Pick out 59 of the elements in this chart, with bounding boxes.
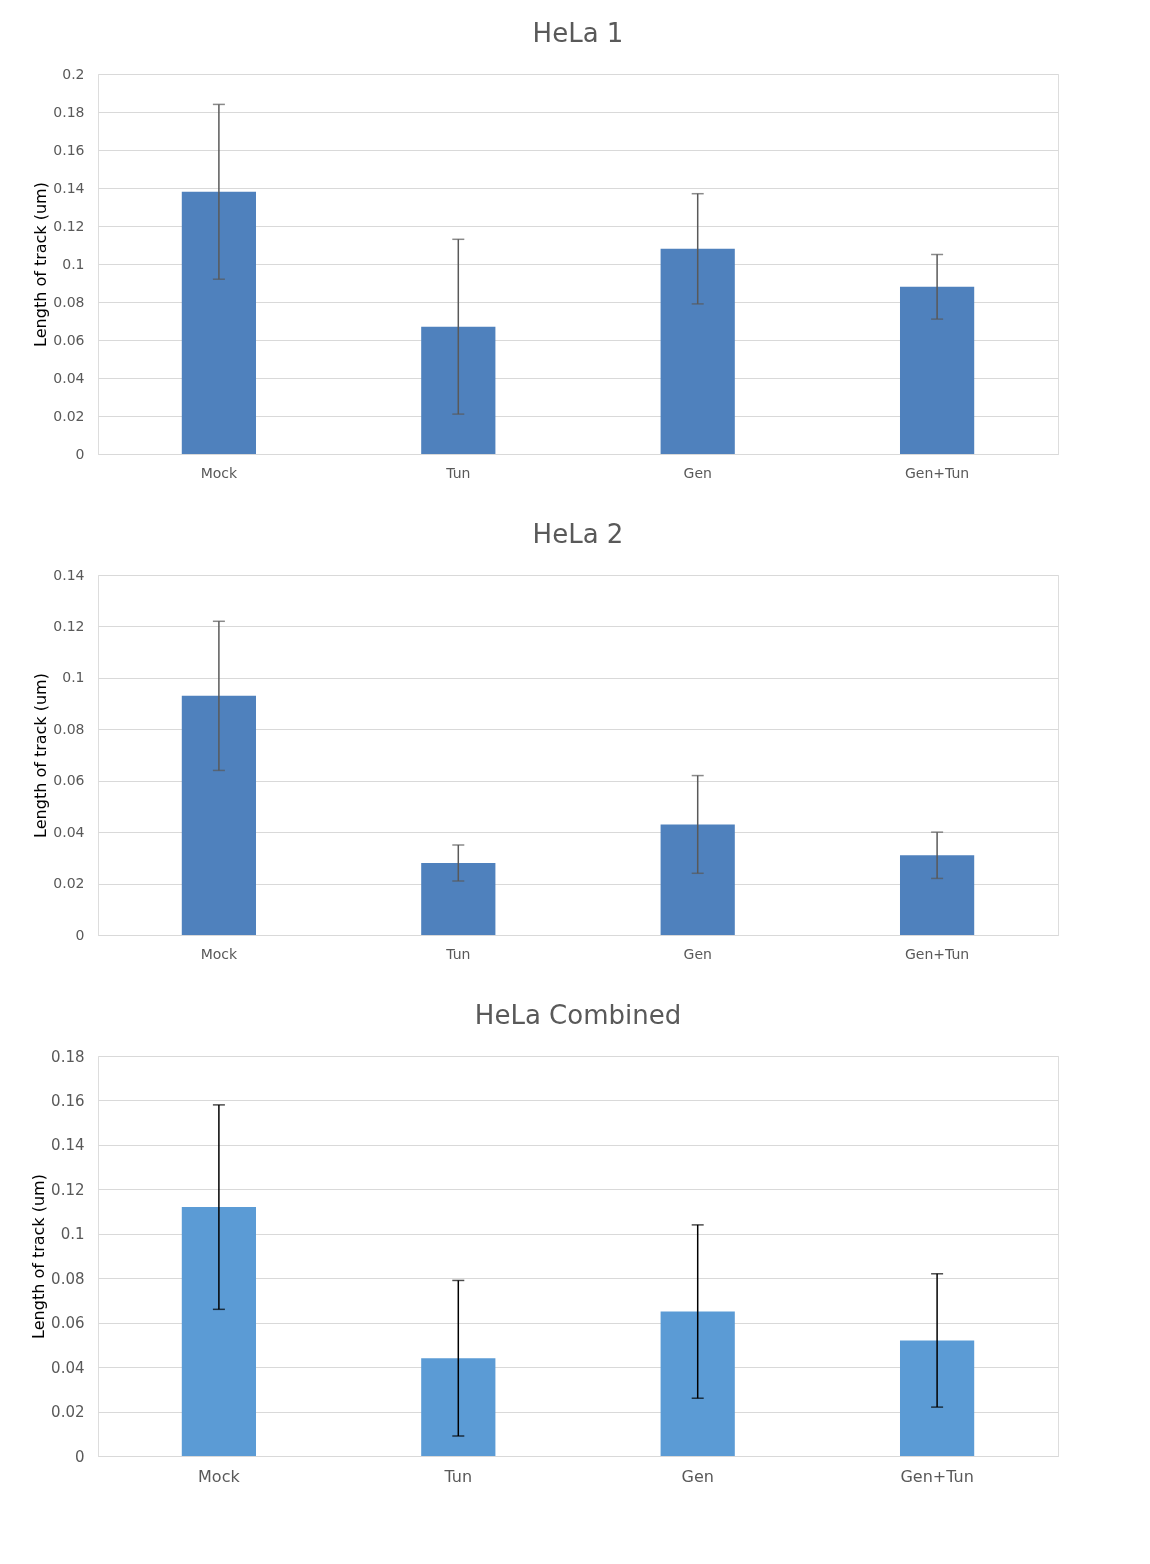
y-tick-label: 0 bbox=[75, 445, 85, 462]
y-tick-label: 0.12 bbox=[51, 1180, 85, 1199]
x-tick-label: Gen bbox=[681, 1466, 714, 1486]
y-tick-label: 0.16 bbox=[53, 141, 85, 158]
x-tick-label: Gen+Tun bbox=[904, 945, 970, 962]
bar bbox=[421, 863, 496, 935]
y-tick-label: 0.06 bbox=[51, 1314, 85, 1333]
bar bbox=[660, 1311, 735, 1456]
y-tick-label: 0.14 bbox=[53, 179, 85, 196]
y-tick-label: 0.08 bbox=[53, 720, 85, 737]
x-tick-label: Mock bbox=[198, 1466, 241, 1486]
y-tick-label: 0 bbox=[74, 1447, 85, 1466]
y-tick-label: 0.02 bbox=[53, 407, 85, 424]
y-tick-label: 0.04 bbox=[51, 1358, 85, 1377]
y-tick-label: 0.02 bbox=[53, 875, 85, 892]
x-tick-label: Tun bbox=[443, 1466, 473, 1486]
y-tick-label: 0.1 bbox=[62, 669, 85, 686]
y-tick-label: 0.12 bbox=[53, 617, 85, 634]
y-tick-label: 0.2 bbox=[62, 65, 85, 82]
y-tick-label: 0.1 bbox=[62, 255, 85, 272]
chart-title: HeLa 2 bbox=[532, 519, 624, 549]
y-tick-label: 0 bbox=[75, 926, 85, 943]
y-tick-label: 0.08 bbox=[53, 293, 85, 310]
y-tick-label: 0.18 bbox=[51, 1047, 85, 1066]
y-tick-label: 0.06 bbox=[53, 772, 85, 789]
y-tick-label: 0.04 bbox=[53, 369, 85, 386]
y-tick-label: 0.06 bbox=[53, 331, 85, 348]
x-tick-label: Gen+Tun bbox=[904, 464, 970, 481]
bar bbox=[181, 695, 256, 935]
bar bbox=[660, 248, 735, 454]
x-tick-label: Tun bbox=[445, 945, 471, 962]
bar bbox=[421, 1358, 496, 1456]
chart-title: HeLa 1 bbox=[532, 18, 624, 48]
y-tick-label: 0.02 bbox=[51, 1403, 85, 1422]
y-tick-label: 0.18 bbox=[53, 103, 85, 120]
y-axis-title: Length of track (um) bbox=[29, 1174, 49, 1339]
x-tick-label: Tun bbox=[445, 464, 471, 481]
y-tick-label: 0.12 bbox=[53, 217, 85, 234]
bar bbox=[181, 1207, 256, 1456]
y-axis-title: Length of track (um) bbox=[31, 182, 51, 347]
x-tick-label: Gen+Tun bbox=[900, 1466, 974, 1486]
y-tick-label: 0.14 bbox=[51, 1136, 85, 1155]
y-tick-label: 0.1 bbox=[60, 1225, 85, 1244]
chart-title: HeLa Combined bbox=[474, 1000, 682, 1030]
bar bbox=[900, 1340, 975, 1456]
x-tick-label: Gen bbox=[683, 945, 712, 962]
y-tick-label: 0.08 bbox=[51, 1269, 85, 1288]
bar bbox=[421, 326, 496, 454]
y-tick-label: 0.04 bbox=[53, 823, 85, 840]
y-axis-title: Length of track (um) bbox=[31, 673, 51, 838]
x-tick-label: Mock bbox=[200, 945, 239, 962]
bar bbox=[900, 855, 975, 935]
bar bbox=[660, 824, 735, 935]
bar bbox=[900, 286, 975, 454]
y-tick-label: 0.14 bbox=[53, 566, 85, 583]
x-tick-label: Gen bbox=[683, 464, 712, 481]
x-tick-label: Mock bbox=[200, 464, 239, 481]
y-tick-label: 0.16 bbox=[51, 1091, 85, 1110]
bar bbox=[181, 191, 256, 454]
